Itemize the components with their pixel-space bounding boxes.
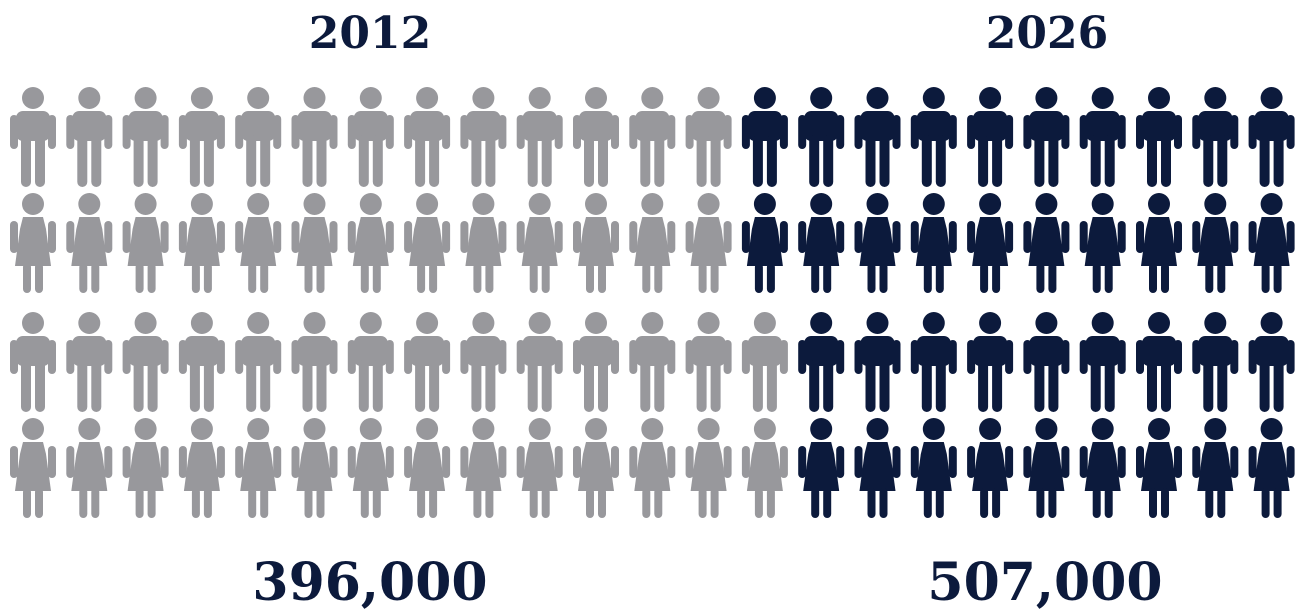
man-icon — [178, 312, 225, 412]
man-icon — [291, 87, 338, 187]
woman-icon — [1248, 193, 1295, 293]
man-icon — [1248, 312, 1295, 412]
woman-icon — [291, 418, 338, 518]
man-icon — [122, 312, 169, 412]
man-icon — [1023, 312, 1070, 412]
man-icon — [291, 312, 338, 412]
woman-icon — [910, 418, 957, 518]
man-icon — [460, 87, 507, 187]
woman-icon — [178, 193, 225, 293]
man-icon — [1023, 87, 1070, 187]
man-icon — [685, 87, 732, 187]
man-icon — [1248, 87, 1295, 187]
man-icon — [910, 87, 957, 187]
man-icon — [1079, 87, 1126, 187]
man-icon — [1136, 87, 1182, 187]
woman-icon — [1079, 418, 1126, 518]
woman-icon — [178, 418, 225, 518]
woman-icon — [235, 418, 282, 518]
woman-icon — [1079, 193, 1126, 293]
man-icon — [573, 87, 619, 187]
man-icon — [122, 87, 169, 187]
man-icon — [798, 312, 845, 412]
woman-icon — [967, 193, 1014, 293]
man-icon — [347, 87, 394, 187]
icon-grid — [10, 87, 1295, 518]
woman-icon — [347, 418, 394, 518]
woman-icon — [573, 193, 619, 293]
woman-icon — [66, 418, 113, 518]
woman-icon — [573, 418, 619, 518]
woman-icon — [1023, 193, 1070, 293]
man-icon — [10, 87, 56, 187]
man-icon — [66, 87, 113, 187]
man-icon — [404, 87, 451, 187]
woman-icon — [798, 418, 845, 518]
woman-icon — [685, 193, 732, 293]
man-icon — [516, 312, 563, 412]
woman-icon — [629, 193, 676, 293]
man-icon — [235, 87, 282, 187]
year-label-2026: 2026 — [986, 8, 1108, 59]
woman-icon — [1248, 418, 1295, 518]
man-icon — [66, 312, 113, 412]
woman-icon — [854, 418, 901, 518]
man-icon — [178, 87, 225, 187]
man-icon — [10, 312, 56, 412]
woman-icon — [516, 193, 563, 293]
man-icon — [1192, 312, 1239, 412]
woman-icon — [460, 193, 507, 293]
man-icon — [573, 312, 619, 412]
man-icon — [460, 312, 507, 412]
woman-icon — [122, 418, 169, 518]
man-icon — [629, 312, 676, 412]
man-icon — [516, 87, 563, 187]
value-label-2026: 507,000 — [927, 552, 1162, 612]
man-icon — [798, 87, 845, 187]
man-icon — [404, 312, 451, 412]
woman-icon — [1192, 418, 1239, 518]
woman-icon — [291, 193, 338, 293]
woman-icon — [741, 193, 788, 293]
man-icon — [854, 312, 901, 412]
man-icon — [967, 312, 1014, 412]
woman-icon — [347, 193, 394, 293]
man-icon — [1192, 87, 1239, 187]
man-icon — [685, 312, 732, 412]
woman-icon — [910, 193, 957, 293]
man-icon — [741, 312, 788, 412]
woman-icon — [798, 193, 845, 293]
woman-icon — [1136, 418, 1182, 518]
woman-icon — [1136, 193, 1182, 293]
woman-icon — [741, 418, 788, 518]
woman-icon — [516, 418, 563, 518]
woman-icon — [235, 193, 282, 293]
woman-icon — [685, 418, 732, 518]
woman-icon — [1192, 193, 1239, 293]
man-icon — [235, 312, 282, 412]
man-icon — [854, 87, 901, 187]
woman-icon — [10, 418, 56, 518]
value-label-2012: 396,000 — [252, 552, 487, 612]
woman-icon — [460, 418, 507, 518]
woman-icon — [66, 193, 113, 293]
woman-icon — [967, 418, 1014, 518]
woman-icon — [122, 193, 169, 293]
woman-icon — [10, 193, 56, 293]
woman-icon — [1023, 418, 1070, 518]
man-icon — [347, 312, 394, 412]
man-icon — [629, 87, 676, 187]
woman-icon — [404, 418, 451, 518]
man-icon — [741, 87, 788, 187]
man-icon — [967, 87, 1014, 187]
woman-icon — [404, 193, 451, 293]
man-icon — [1079, 312, 1126, 412]
man-icon — [910, 312, 957, 412]
year-label-2012: 2012 — [309, 8, 431, 59]
woman-icon — [854, 193, 901, 293]
man-icon — [1136, 312, 1182, 412]
woman-icon — [629, 418, 676, 518]
